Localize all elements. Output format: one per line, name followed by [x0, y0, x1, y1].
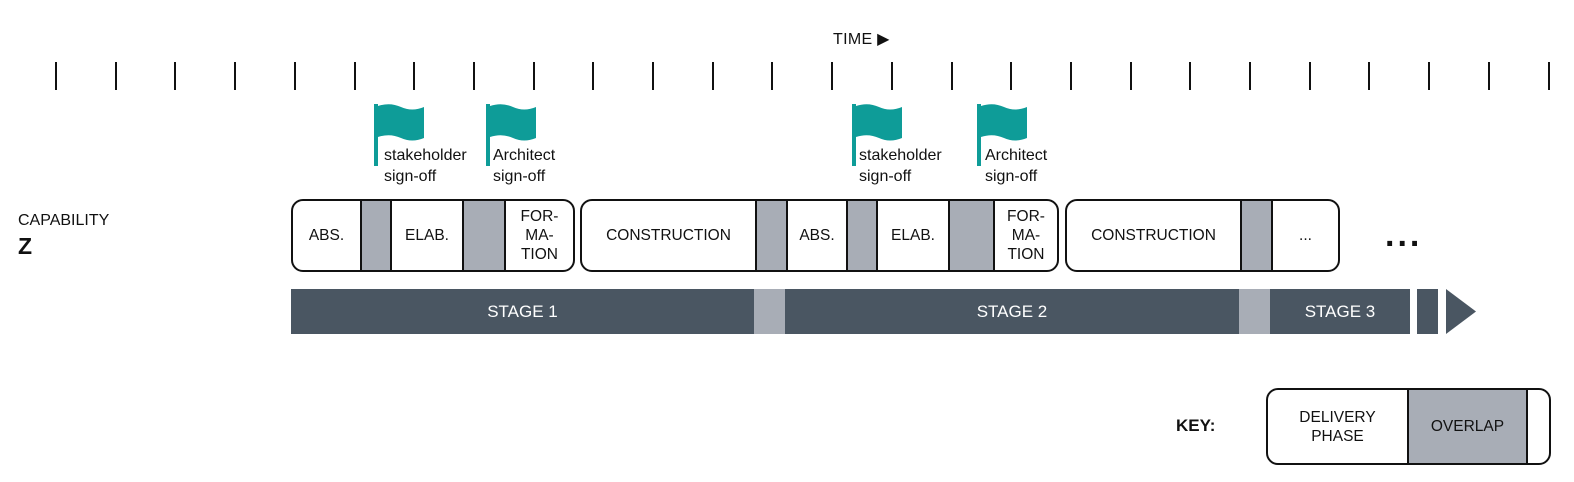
- divider: [1271, 201, 1273, 270]
- divider: [1526, 390, 1528, 463]
- divider: [786, 201, 788, 270]
- divider: [462, 201, 464, 270]
- time-tick: [891, 62, 893, 90]
- time-tick: [951, 62, 953, 90]
- time-tick: [771, 62, 773, 90]
- time-tick: [592, 62, 594, 90]
- phase-elab: ELAB.: [405, 227, 449, 244]
- flag-icon: [977, 104, 1027, 166]
- time-tick: [174, 62, 176, 90]
- divider: [360, 201, 362, 270]
- time-tick: [1130, 62, 1132, 90]
- stage-3-bar: STAGE 3: [1270, 289, 1410, 334]
- capability-name: Z: [18, 233, 33, 259]
- phase-formation: FOR- MA- TION: [520, 208, 559, 263]
- flag-label: Architect sign-off: [493, 147, 556, 185]
- phase-group: CONSTRUCTION ...: [1065, 199, 1340, 272]
- overlap-cell: [755, 201, 787, 270]
- key-label: KEY:: [1176, 416, 1216, 435]
- divider: [993, 201, 995, 270]
- stage-2-bar: STAGE 2: [785, 289, 1239, 334]
- time-tick: [1428, 62, 1430, 90]
- divider: [1407, 390, 1409, 463]
- key-legend: DELIVERY PHASE OVERLAP: [1266, 388, 1551, 465]
- key-overlap: OVERLAP: [1409, 390, 1526, 463]
- phase-continued: ...: [1299, 227, 1312, 244]
- time-tick: [1548, 62, 1550, 90]
- stage-overlap: [754, 289, 785, 334]
- time-axis-label: TIME ▶: [833, 31, 890, 48]
- phase-abs: ABS.: [308, 227, 345, 244]
- overlap-cell: [360, 201, 392, 270]
- phase-group: ABS. ELAB. FOR- MA- TION: [291, 199, 575, 272]
- time-tick: [831, 62, 833, 90]
- time-tick: [652, 62, 654, 90]
- time-tick: [234, 62, 236, 90]
- time-tick: [1309, 62, 1311, 90]
- continuation-ellipsis: ...: [1385, 216, 1423, 254]
- stage-continuation-block: [1417, 289, 1438, 334]
- time-tick: [413, 62, 415, 90]
- time-tick: [294, 62, 296, 90]
- flag-icon: [374, 104, 424, 166]
- divider: [755, 201, 757, 270]
- time-tick: [1010, 62, 1012, 90]
- phase-abs: ABS.: [799, 227, 835, 244]
- divider: [948, 201, 950, 270]
- phase-elab: ELAB.: [891, 227, 935, 244]
- time-tick: [1249, 62, 1251, 90]
- overlap-cell: [948, 201, 994, 270]
- stage-overlap: [1239, 289, 1270, 334]
- time-tick: [1189, 62, 1191, 90]
- time-tick: [473, 62, 475, 90]
- divider: [504, 201, 506, 270]
- flag-icon: [486, 104, 536, 166]
- flag-icon: [852, 104, 902, 166]
- divider: [390, 201, 392, 270]
- arrow-right-icon: [1446, 289, 1476, 334]
- time-tick: [55, 62, 57, 90]
- time-tick: [1488, 62, 1490, 90]
- phase-formation: FOR- MA- TION: [1007, 208, 1045, 263]
- divider: [1240, 201, 1242, 270]
- flag-label: stakeholder sign-off: [384, 147, 467, 185]
- time-tick: [533, 62, 535, 90]
- time-tick: [1368, 62, 1370, 90]
- overlap-cell: [846, 201, 877, 270]
- stage-1-bar: STAGE 1: [291, 289, 754, 334]
- time-tick: [1070, 62, 1072, 90]
- divider: [876, 201, 878, 270]
- phase-construction: CONSTRUCTION: [606, 227, 731, 244]
- phase-group: CONSTRUCTION ABS. ELAB. FOR- MA- TION: [580, 199, 1059, 272]
- time-tick: [115, 62, 117, 90]
- phase-construction: CONSTRUCTION: [1091, 227, 1216, 244]
- time-tick: [712, 62, 714, 90]
- time-tick: [354, 62, 356, 90]
- flag-label: stakeholder sign-off: [859, 147, 942, 185]
- capability-label: CAPABILITY: [18, 212, 110, 229]
- key-delivery-phase: DELIVERY PHASE: [1299, 408, 1376, 445]
- flag-label: Architect sign-off: [985, 147, 1048, 185]
- overlap-cell: [1240, 201, 1272, 270]
- overlap-cell: [462, 201, 505, 270]
- divider: [846, 201, 848, 270]
